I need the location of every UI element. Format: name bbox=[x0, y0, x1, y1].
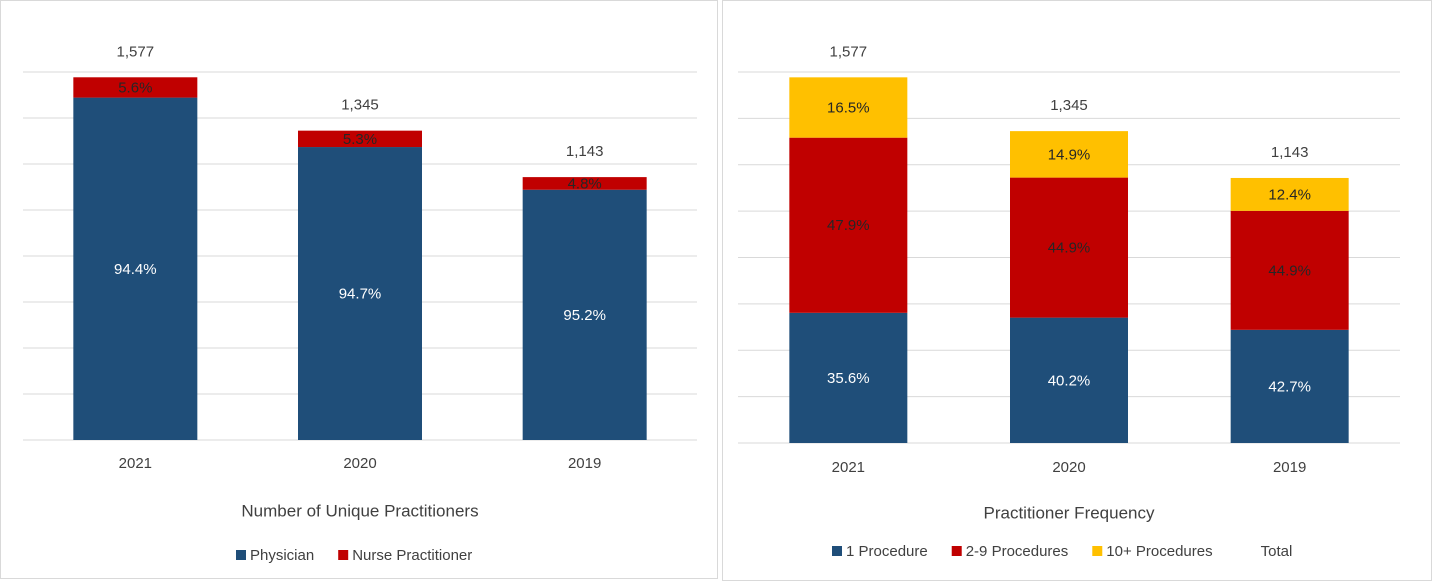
total-label: 1,143 bbox=[566, 143, 604, 160]
data-label: 40.2% bbox=[1048, 372, 1091, 389]
data-label: 94.7% bbox=[339, 285, 382, 302]
x-axis-title: Number of Unique Practitioners bbox=[241, 501, 478, 520]
bar-segment bbox=[1010, 317, 1128, 443]
total-label: 1,345 bbox=[341, 97, 379, 114]
bar-segment bbox=[522, 177, 647, 190]
bar-segment bbox=[1010, 177, 1128, 318]
bar-segment bbox=[1230, 177, 1349, 211]
legend-label: 10+ Procedures bbox=[1106, 543, 1212, 560]
x-tick-label: 2020 bbox=[1052, 459, 1085, 476]
x-tick-label: 2021 bbox=[832, 459, 865, 476]
legend-swatch bbox=[1092, 546, 1103, 556]
data-label: 16.5% bbox=[827, 99, 870, 116]
data-label: 95.2% bbox=[563, 307, 606, 324]
legend-label: Total bbox=[1261, 543, 1293, 560]
legend-swatch bbox=[832, 546, 842, 556]
bar-segment bbox=[298, 147, 422, 441]
legend-label: 1 Procedure bbox=[846, 543, 928, 560]
total-label: 1,345 bbox=[1050, 97, 1088, 114]
total-label: 1,577 bbox=[117, 43, 155, 60]
bar-segment bbox=[789, 77, 908, 138]
x-axis-title: Practitioner Frequency bbox=[983, 503, 1155, 522]
bar-segment bbox=[1230, 329, 1349, 443]
data-label: 94.4% bbox=[114, 261, 157, 278]
legend-swatch bbox=[338, 550, 349, 560]
data-label: 47.9% bbox=[827, 217, 870, 234]
data-label: 44.9% bbox=[1268, 262, 1311, 279]
legend-label: Physician bbox=[250, 547, 314, 564]
legend-swatch bbox=[236, 550, 246, 560]
bar-segment bbox=[73, 97, 198, 441]
bar-segment bbox=[298, 130, 422, 148]
bar-segment bbox=[789, 312, 908, 443]
bar-segment bbox=[522, 189, 647, 440]
total-label: 1,577 bbox=[830, 43, 868, 60]
bar-segment bbox=[1230, 210, 1349, 330]
data-label: 42.7% bbox=[1268, 378, 1311, 395]
data-label: 5.3% bbox=[343, 131, 377, 148]
legend-label: Nurse Practitioner bbox=[352, 547, 472, 564]
data-label: 35.6% bbox=[827, 370, 870, 387]
data-label: 14.9% bbox=[1048, 146, 1091, 163]
legend-label: 2-9 Procedures bbox=[966, 543, 1069, 560]
x-tick-label: 2019 bbox=[568, 455, 601, 472]
x-tick-label: 2020 bbox=[343, 455, 376, 472]
bar-segment bbox=[73, 77, 198, 98]
x-tick-label: 2021 bbox=[119, 455, 152, 472]
total-label: 1,143 bbox=[1271, 144, 1309, 161]
data-label: 12.4% bbox=[1268, 186, 1311, 203]
x-tick-label: 2019 bbox=[1273, 459, 1306, 476]
data-label: 5.6% bbox=[118, 79, 152, 96]
legend-swatch bbox=[951, 546, 962, 556]
bar-segment bbox=[789, 137, 908, 313]
data-label: 44.9% bbox=[1048, 240, 1091, 257]
bar-segment bbox=[1010, 131, 1128, 178]
data-label: 4.8% bbox=[568, 175, 602, 192]
